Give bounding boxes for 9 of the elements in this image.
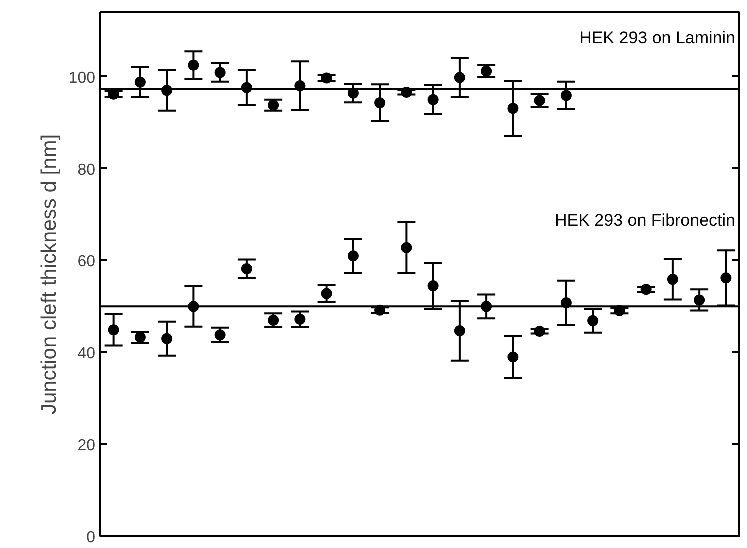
text: HEK 293 on Fibronectin — [555, 210, 736, 230]
text: HEK 293 on Laminin — [580, 28, 736, 48]
y-tick-label: 40 — [78, 346, 96, 363]
y-tick-label: 20 — [78, 438, 96, 455]
y-tick-label: 100 — [68, 70, 96, 87]
y-tick-label: 0 — [86, 530, 96, 546]
y-axis-title: Junction cleft thickness d [nm] — [38, 134, 61, 415]
y-tick-label: 80 — [78, 162, 96, 179]
y-tick-label: 60 — [78, 254, 96, 271]
